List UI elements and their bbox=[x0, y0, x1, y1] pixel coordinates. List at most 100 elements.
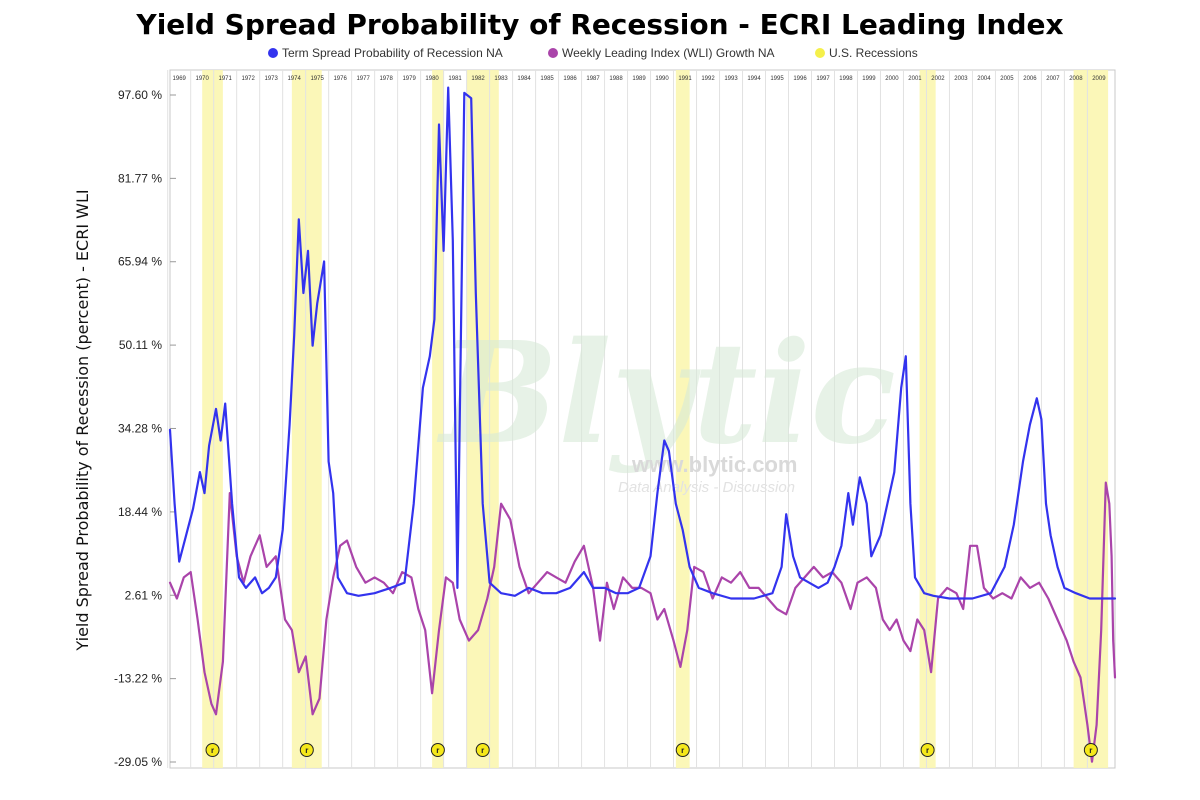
year-tick-1976: 1976 bbox=[333, 76, 347, 82]
y-tick-label-2: 65.94 % bbox=[118, 255, 162, 269]
year-tick-1978: 1978 bbox=[379, 76, 393, 82]
year-tick-1991: 1991 bbox=[678, 76, 692, 82]
year-tick-1998: 1998 bbox=[839, 76, 853, 82]
year-tick-1992: 1992 bbox=[701, 76, 715, 82]
legend-marker-recessions bbox=[815, 48, 825, 58]
recession-marker-4: r bbox=[675, 743, 690, 757]
recession-band-2 bbox=[432, 70, 444, 768]
legend: Term Spread Probability of Recession NA … bbox=[268, 46, 918, 60]
year-tick-1983: 1983 bbox=[494, 76, 508, 82]
year-tick-1975: 1975 bbox=[310, 76, 324, 82]
y-tick-label-3: 50.11 % bbox=[119, 338, 162, 352]
year-tick-1984: 1984 bbox=[517, 76, 531, 82]
recession-marker-label: r bbox=[305, 746, 308, 755]
year-tick-2006: 2006 bbox=[1023, 76, 1037, 82]
y-tick-label-0: 97.60 % bbox=[118, 88, 162, 102]
year-tick-1989: 1989 bbox=[632, 76, 646, 82]
year-tick-1977: 1977 bbox=[356, 76, 370, 82]
year-tick-2001: 2001 bbox=[908, 76, 922, 82]
series-layer bbox=[168, 86, 1117, 763]
recession-band-6 bbox=[1073, 70, 1109, 768]
recession-marker-label: r bbox=[211, 746, 214, 755]
recession-band-3 bbox=[466, 70, 499, 768]
year-tick-labels: 1969 1970 1971 1972 1973 1974 1975 1976 1977 1978… bbox=[173, 76, 1107, 82]
recession-marker-3: r bbox=[475, 743, 490, 757]
y-axis-label: Yield Spread Probability of Recession (p… bbox=[73, 189, 92, 651]
year-tick-1996: 1996 bbox=[793, 76, 807, 82]
year-tick-1988: 1988 bbox=[609, 76, 623, 82]
recession-marker-label: r bbox=[926, 746, 929, 755]
horizontal-gridlines bbox=[170, 94, 176, 763]
year-tick-1987: 1987 bbox=[586, 76, 600, 82]
legend-marker-wli-growth bbox=[548, 48, 558, 58]
svg-text:Blytic: Blytic bbox=[436, 312, 896, 476]
recession-band-5 bbox=[919, 70, 936, 768]
recession-marker-circle bbox=[299, 743, 314, 757]
recession-marker-circle bbox=[430, 743, 445, 757]
svg-text:www.blytic.com: www.blytic.com bbox=[631, 452, 797, 477]
recession-marker-0: r bbox=[205, 743, 220, 757]
y-tick-label-7: -13.22 % bbox=[114, 672, 162, 686]
year-tick-1986: 1986 bbox=[563, 76, 577, 82]
year-tick-1999: 1999 bbox=[862, 76, 876, 82]
recession-marker-circle bbox=[475, 743, 490, 757]
y-tick-label-5: 18.44 % bbox=[118, 505, 162, 519]
legend-label-recessions: U.S. Recessions bbox=[829, 46, 918, 60]
watermark-logo: Blytic www.blytic.com Data Analysis - Di… bbox=[436, 312, 896, 496]
recession-bands bbox=[202, 70, 1109, 768]
year-tick-1973: 1973 bbox=[264, 76, 278, 82]
year-tick-2007: 2007 bbox=[1046, 76, 1060, 82]
year-tick-1982: 1982 bbox=[471, 76, 485, 82]
recession-marker-label: r bbox=[436, 746, 439, 755]
legend-label-term-spread: Term Spread Probability of Recession NA bbox=[282, 46, 503, 60]
recession-band-4 bbox=[675, 70, 690, 768]
series-line-weekly-leading-index-wli-growth-na bbox=[168, 481, 1117, 763]
recession-band-1 bbox=[291, 70, 322, 768]
recession-marker-1: r bbox=[299, 743, 314, 757]
svg-text:Data Analysis - Discussion: Data Analysis - Discussion bbox=[618, 479, 795, 496]
recession-marker-circle bbox=[920, 743, 935, 757]
recession-marker-label: r bbox=[681, 746, 684, 755]
recession-marker-6: r bbox=[1083, 743, 1098, 757]
year-tick-2004: 2004 bbox=[977, 76, 991, 82]
recession-marker-circle bbox=[1083, 743, 1098, 757]
y-tick-label-8: -29.05 % bbox=[114, 755, 162, 769]
recession-band-0 bbox=[202, 70, 223, 768]
year-tick-1969: 1969 bbox=[173, 76, 187, 82]
year-tick-1980: 1980 bbox=[425, 76, 439, 82]
year-tick-2003: 2003 bbox=[954, 76, 968, 82]
plot-area bbox=[169, 69, 1116, 769]
year-tick-1979: 1979 bbox=[402, 76, 416, 82]
series-line-term-spread-probability-of-recession-na bbox=[168, 86, 1117, 600]
year-tick-2008: 2008 bbox=[1069, 76, 1083, 82]
year-tick-1990: 1990 bbox=[655, 76, 669, 82]
recession-marker-2: r bbox=[430, 743, 445, 757]
year-tick-1971: 1971 bbox=[219, 76, 233, 82]
recession-marker-5: r bbox=[920, 743, 935, 757]
year-tick-2000: 2000 bbox=[885, 76, 899, 82]
recession-marker-label: r bbox=[481, 746, 484, 755]
year-tick-1994: 1994 bbox=[747, 76, 761, 82]
y-tick-label-1: 81.77 % bbox=[118, 171, 162, 185]
year-tick-2002: 2002 bbox=[931, 76, 945, 82]
year-tick-1993: 1993 bbox=[724, 76, 738, 82]
legend-label-wli-growth: Weekly Leading Index (WLI) Growth NA bbox=[562, 46, 775, 60]
year-tick-1997: 1997 bbox=[816, 76, 830, 82]
year-tick-2005: 2005 bbox=[1000, 76, 1014, 82]
legend-marker-term-spread bbox=[268, 48, 278, 58]
y-tick-label-6: 2.61 % bbox=[125, 588, 163, 602]
vertical-gridlines bbox=[167, 70, 1088, 768]
year-tick-1972: 1972 bbox=[241, 76, 255, 82]
y-tick-labels: 97.60 % 81.77 % 65.94 % 50.11 % 34.28 % 18.44… bbox=[114, 88, 162, 769]
year-tick-2009: 2009 bbox=[1092, 76, 1106, 82]
year-tick-1981: 1981 bbox=[448, 76, 462, 82]
recession-marker-circle bbox=[675, 743, 690, 757]
recession-marker-circle bbox=[205, 743, 220, 757]
year-tick-1985: 1985 bbox=[540, 76, 554, 82]
recession-marker-label: r bbox=[1089, 746, 1092, 755]
year-tick-1995: 1995 bbox=[770, 76, 784, 82]
year-tick-1970: 1970 bbox=[196, 76, 210, 82]
year-tick-1974: 1974 bbox=[287, 76, 301, 82]
